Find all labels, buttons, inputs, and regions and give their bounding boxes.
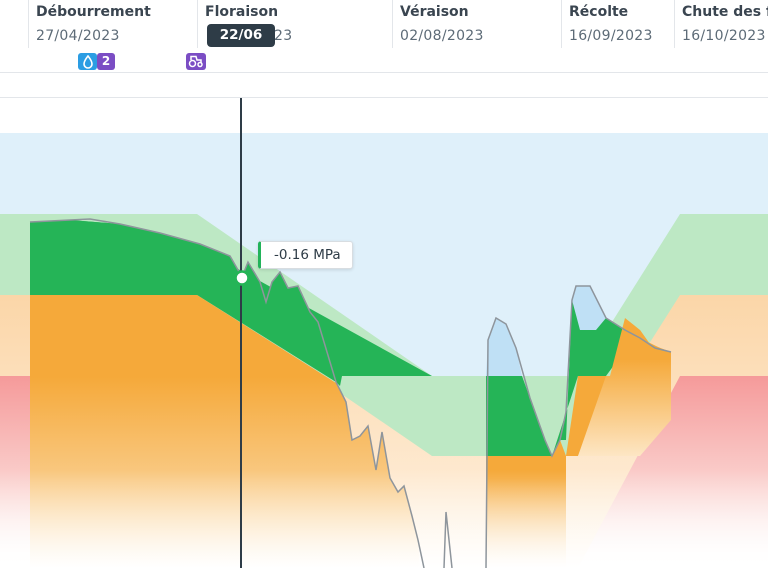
fill-orange-right-2	[578, 318, 671, 456]
fill-green-middle	[486, 376, 552, 456]
cursor-value-tooltip: -0.16 MPa	[258, 241, 353, 269]
series-line-3	[485, 285, 672, 568]
fill-blue-right	[572, 286, 606, 330]
phase-debourrement[interactable]: Débourrement 27/04/2023	[28, 0, 197, 48]
phase-header: Débourrement 27/04/2023 Floraison 23 Vér…	[0, 0, 768, 49]
phase-date: 16/10/2023	[682, 28, 766, 44]
events-row-secondary	[0, 73, 768, 98]
fill-blue-middle	[486, 318, 522, 376]
phase-recolte[interactable]: Récolte 16/09/2023	[561, 0, 674, 48]
series-line-2	[443, 511, 453, 568]
phase-name: Récolte	[569, 4, 629, 20]
phase-date: 23	[274, 28, 293, 44]
phase-name: Chute des feuilles	[682, 4, 768, 20]
tractor-icon[interactable]	[186, 53, 206, 70]
phase-floraison[interactable]: Floraison 23	[197, 0, 392, 48]
fill-green-left-2	[30, 220, 336, 382]
phase-name: Débourrement	[36, 4, 151, 20]
phase-chute-des-feuilles[interactable]: Chute des feuilles 16/10/2023	[674, 0, 768, 48]
phase-name: Floraison	[205, 4, 279, 20]
phase-veraison[interactable]: Véraison 02/08/2023	[392, 0, 561, 48]
events-row	[0, 48, 768, 73]
phase-name: Véraison	[400, 4, 469, 20]
cursor-date-label: 22/06	[207, 24, 275, 47]
bottom-fade	[0, 470, 768, 568]
phase-date: 27/04/2023	[36, 28, 120, 44]
phase-date: 16/09/2023	[569, 28, 653, 44]
water-drop-icon[interactable]	[78, 53, 97, 70]
irrigation-count-badge[interactable]: 2	[97, 53, 115, 70]
phase-date: 02/08/2023	[400, 28, 484, 44]
cursor-point	[234, 270, 250, 286]
series-line	[29, 218, 425, 568]
